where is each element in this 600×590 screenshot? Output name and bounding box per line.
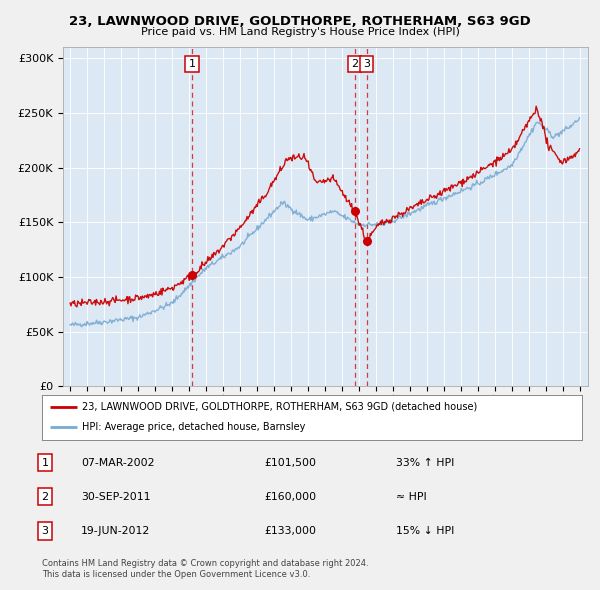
Text: 3: 3: [41, 526, 49, 536]
Text: 1: 1: [188, 58, 196, 68]
Text: ≈ HPI: ≈ HPI: [396, 492, 427, 502]
Text: Price paid vs. HM Land Registry's House Price Index (HPI): Price paid vs. HM Land Registry's House …: [140, 27, 460, 37]
Text: 2: 2: [41, 492, 49, 502]
Text: 2: 2: [351, 58, 358, 68]
Text: £133,000: £133,000: [264, 526, 316, 536]
Text: 33% ↑ HPI: 33% ↑ HPI: [396, 458, 454, 467]
Text: 23, LAWNWOOD DRIVE, GOLDTHORPE, ROTHERHAM, S63 9GD: 23, LAWNWOOD DRIVE, GOLDTHORPE, ROTHERHA…: [69, 15, 531, 28]
Text: 07-MAR-2002: 07-MAR-2002: [81, 458, 155, 467]
Text: £101,500: £101,500: [264, 458, 316, 467]
Text: 3: 3: [363, 58, 370, 68]
Text: 15% ↓ HPI: 15% ↓ HPI: [396, 526, 454, 536]
Text: 23, LAWNWOOD DRIVE, GOLDTHORPE, ROTHERHAM, S63 9GD (detached house): 23, LAWNWOOD DRIVE, GOLDTHORPE, ROTHERHA…: [83, 402, 478, 412]
Text: 1: 1: [41, 458, 49, 467]
Text: 30-SEP-2011: 30-SEP-2011: [81, 492, 151, 502]
Text: £160,000: £160,000: [264, 492, 316, 502]
Text: Contains HM Land Registry data © Crown copyright and database right 2024.
This d: Contains HM Land Registry data © Crown c…: [42, 559, 368, 579]
Text: HPI: Average price, detached house, Barnsley: HPI: Average price, detached house, Barn…: [83, 422, 306, 432]
Text: 19-JUN-2012: 19-JUN-2012: [81, 526, 150, 536]
